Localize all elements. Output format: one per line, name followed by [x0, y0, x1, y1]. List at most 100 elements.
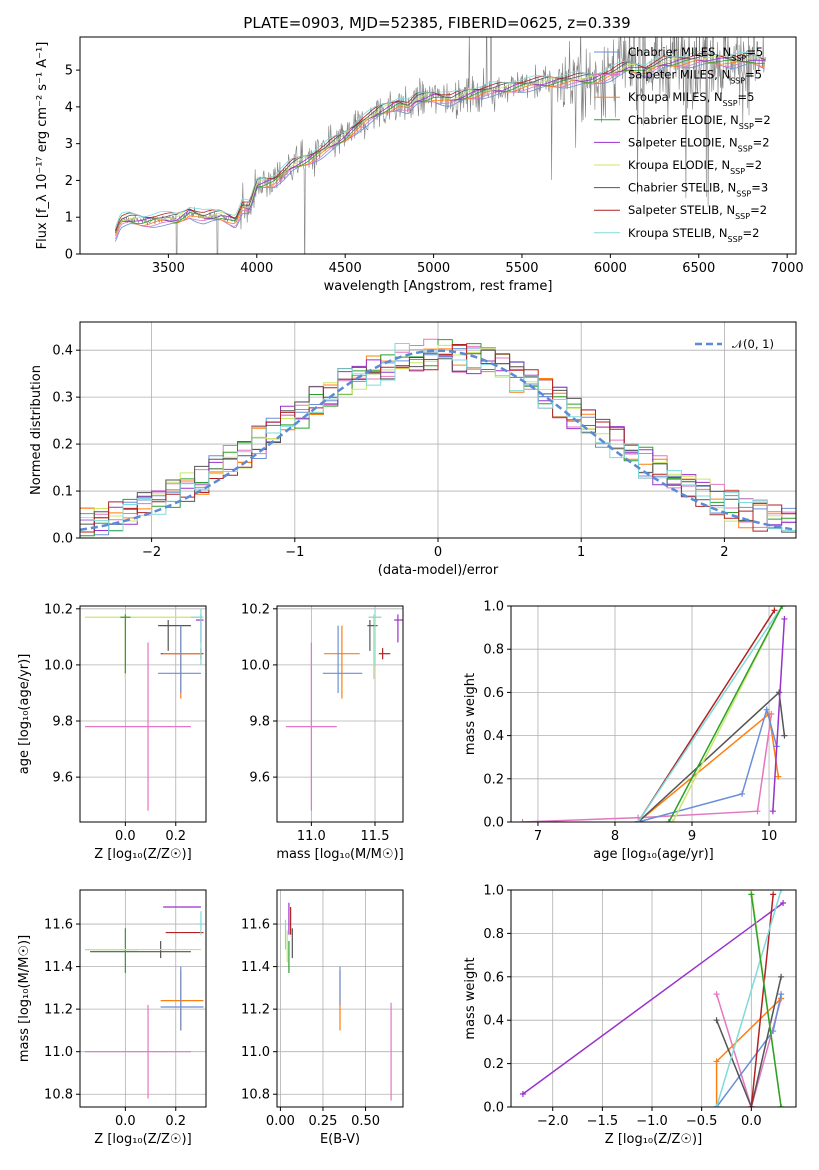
errorbar-point — [367, 620, 378, 651]
errorbar-point — [158, 625, 201, 693]
x-axis-label: wavelength [Angstrom, rest frame] — [324, 279, 553, 294]
x-axis-label: (data-model)/error — [378, 563, 499, 578]
errorbar-point — [163, 625, 201, 699]
axes-frame — [510, 605, 797, 823]
y-tick-label: 0.2 — [483, 772, 504, 787]
errorbar-point — [394, 614, 403, 643]
y-tick-label: 10.0 — [241, 658, 270, 673]
axes-frame — [79, 36, 797, 255]
x-tick-label: 4500 — [329, 261, 362, 276]
legend-entry: Salpeter ELODIE, NSSP=2 — [628, 135, 770, 153]
weight-line — [522, 713, 773, 822]
x-tick-label: 5500 — [505, 261, 538, 276]
y-axis-label: Flux [f_λ 10⁻¹⁷ erg cm⁻² s⁻¹ A⁻¹] — [35, 42, 50, 250]
y-tick-label: 0.2 — [52, 438, 73, 453]
errorbar-point — [190, 608, 204, 665]
y-axis-label: Normed distribution — [29, 365, 44, 495]
weight-marker — [776, 689, 783, 696]
weight-marker — [669, 819, 676, 822]
x-tick-label: −2 — [142, 545, 161, 560]
y-tick-label: 0 — [65, 248, 73, 263]
x-tick-label: 1 — [577, 545, 585, 560]
y-tick-label: 0.0 — [483, 816, 504, 831]
axes-frame — [276, 889, 404, 1108]
x-tick-label: 8 — [611, 829, 619, 844]
legend-entry: Kroupa STELIB, NSSP=2 — [628, 226, 759, 244]
weight-marker — [769, 808, 776, 815]
y-tick-label: 10.2 — [241, 602, 270, 617]
legend-entry: Salpeter MILES, NSSP=5 — [628, 68, 762, 86]
errorbar-point — [322, 625, 363, 693]
axes-frame — [276, 605, 404, 823]
y-axis-label: age [log₁₀(age/yr)] — [17, 654, 32, 775]
errorbar-point — [85, 614, 201, 679]
x-tick-label: −2.0 — [537, 1114, 569, 1129]
weight-marker — [665, 819, 672, 822]
y-tick-label: 10.8 — [241, 1088, 270, 1103]
x-axis-label: age [log₁₀(age/yr)] — [593, 847, 714, 862]
residuals-panel: −2 −1 0 1 2 0.0 0.1 0.2 0.3 0.4 (data-model)/error… — [29, 321, 797, 578]
axes-frame — [79, 605, 207, 823]
normal-curve — [80, 349, 796, 532]
x-tick-label: 9 — [688, 829, 696, 844]
x-tick-label: 11.5 — [361, 829, 390, 844]
x-axis-label: Z [log₁₀(Z/Z☉)] — [94, 1132, 191, 1147]
x-tick-label: −1.5 — [587, 1114, 619, 1129]
y-tick-label: 9.6 — [52, 771, 73, 786]
y-tick-label: 9.8 — [52, 715, 73, 730]
weight-marker — [635, 819, 642, 822]
x-tick-label: 5000 — [417, 261, 450, 276]
x-tick-label: 0.0 — [115, 829, 136, 844]
weight-marker — [713, 1104, 720, 1107]
weight-line — [750, 894, 782, 1107]
plot-area — [519, 890, 787, 1107]
x-tick-label: 2 — [720, 545, 728, 560]
x-tick-label: 0.2 — [165, 829, 186, 844]
y-tick-label: 10.2 — [44, 602, 73, 617]
model-fit-line — [115, 51, 765, 228]
plot-area — [85, 906, 204, 1099]
y-tick-label: 1.0 — [483, 600, 504, 615]
x-tick-label: −1.0 — [636, 1114, 668, 1129]
age-vs-metallicity-panel: 0.0 0.2 9.6 9.8 10.0 10.2 Z [log₁₀(Z/Z☉)] age [… — [17, 602, 207, 862]
y-tick-label: 0.4 — [483, 729, 504, 744]
weight-line — [522, 902, 784, 1095]
data-spectrum-line — [115, 37, 766, 254]
errorbar-point — [285, 642, 337, 811]
weight-marker — [779, 606, 786, 609]
y-tick-label: 9.6 — [249, 771, 270, 786]
x-tick-label: 3500 — [152, 261, 185, 276]
x-tick-label: 0 — [434, 545, 442, 560]
weight-marker — [739, 790, 746, 797]
weight-marker — [771, 607, 778, 614]
weight-line — [715, 997, 782, 1107]
x-tick-label: 6500 — [682, 261, 715, 276]
legend-entry: Chabrier MILES, NSSP=5 — [628, 45, 763, 63]
plot-area — [285, 608, 403, 811]
errorbar-point — [160, 966, 204, 1031]
mass-vs-ebv-panel: 0.00 0.25 0.50 10.8 11.0 11.2 11.4 11.6 E(B-V) — [241, 889, 404, 1147]
errorbar-point — [85, 1004, 191, 1099]
legend-entry: Chabrier ELODIE, NSSP=2 — [628, 113, 771, 131]
legend-entry: Kroupa ELODIE, NSSP=2 — [628, 158, 762, 176]
y-tick-label: 0.6 — [483, 686, 504, 701]
y-tick-label: 0.1 — [52, 485, 73, 500]
y-tick-label: 0.6 — [483, 970, 504, 985]
y-tick-label: 11.0 — [44, 1045, 73, 1060]
weight-marker — [754, 808, 761, 815]
y-axis-label: mass weight — [463, 957, 478, 1039]
y-tick-label: 2 — [65, 174, 73, 189]
weight-marker — [781, 732, 788, 739]
legend-entry: Chabrier STELIB, NSSP=3 — [628, 181, 768, 199]
weight-vs-age-panel: 7 8 9 10 0.0 0.2 0.4 0.6 0.8 1.0 age [log₁₀(age/yr… — [463, 600, 797, 862]
weight-marker — [519, 1090, 526, 1097]
errorbar-point — [120, 614, 131, 674]
x-tick-label: 4000 — [240, 261, 273, 276]
plot-area — [115, 37, 766, 254]
y-tick-label: 11.4 — [44, 960, 73, 975]
x-tick-label: 11.0 — [297, 829, 326, 844]
y-tick-label: 1 — [65, 211, 73, 226]
errorbar-point — [195, 614, 204, 643]
weight-marker — [780, 900, 787, 907]
